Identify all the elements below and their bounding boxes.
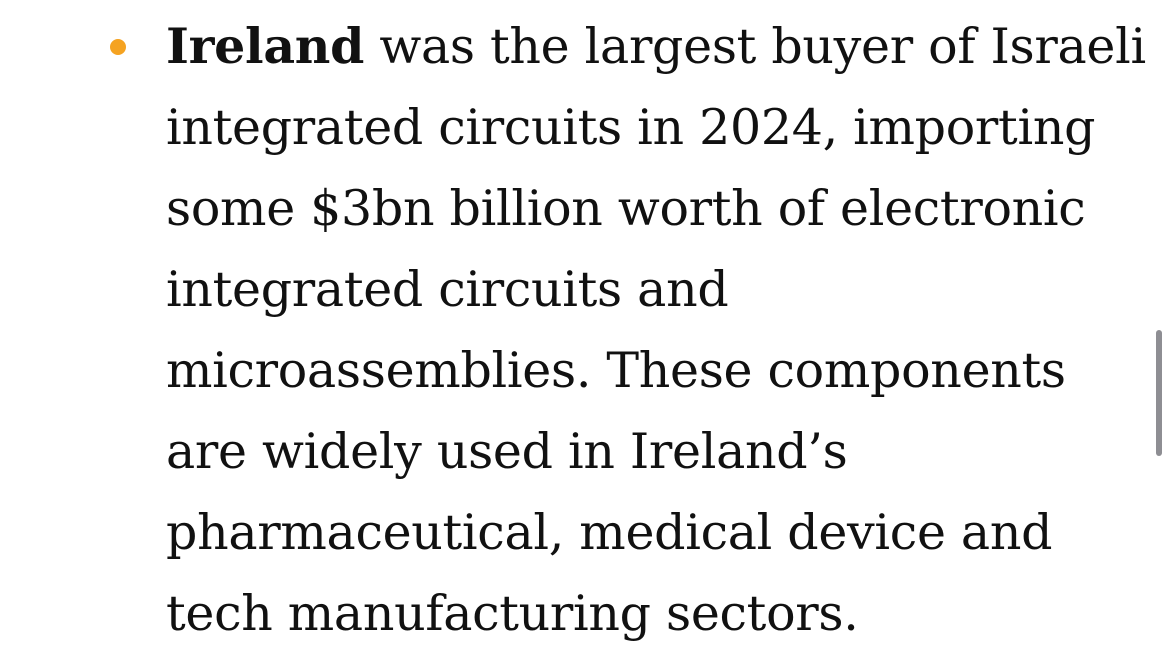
bullet-text-line-5: microassemblies. These components: [166, 342, 1066, 399]
bullet-lead-text: Ireland: [166, 17, 365, 75]
vertical-scrollbar[interactable]: [1156, 330, 1162, 456]
bullet-text-line-3: some $3bn billion worth of electronic: [166, 180, 1086, 237]
bullet-text-line-8: tech manufacturing sectors.: [166, 585, 859, 642]
bullet-text-line-7: pharmaceutical, medical device and: [166, 504, 1053, 561]
bullet-text-line-6: are widely used in Ireland’s: [166, 423, 848, 480]
bullet-text: was the largest buyer of Israeli: [364, 18, 1146, 75]
bullet-dot-icon: [110, 39, 126, 55]
bullet-text-line-4: integrated circuits and: [166, 261, 729, 318]
bullet-text-line-2: integrated circuits in 2024, importing: [166, 99, 1096, 156]
bullet-text-line-1: Ireland was the largest buyer of Israeli: [166, 6, 1146, 87]
list-item: Ireland was the largest buyer of Israeli…: [110, 6, 1146, 654]
